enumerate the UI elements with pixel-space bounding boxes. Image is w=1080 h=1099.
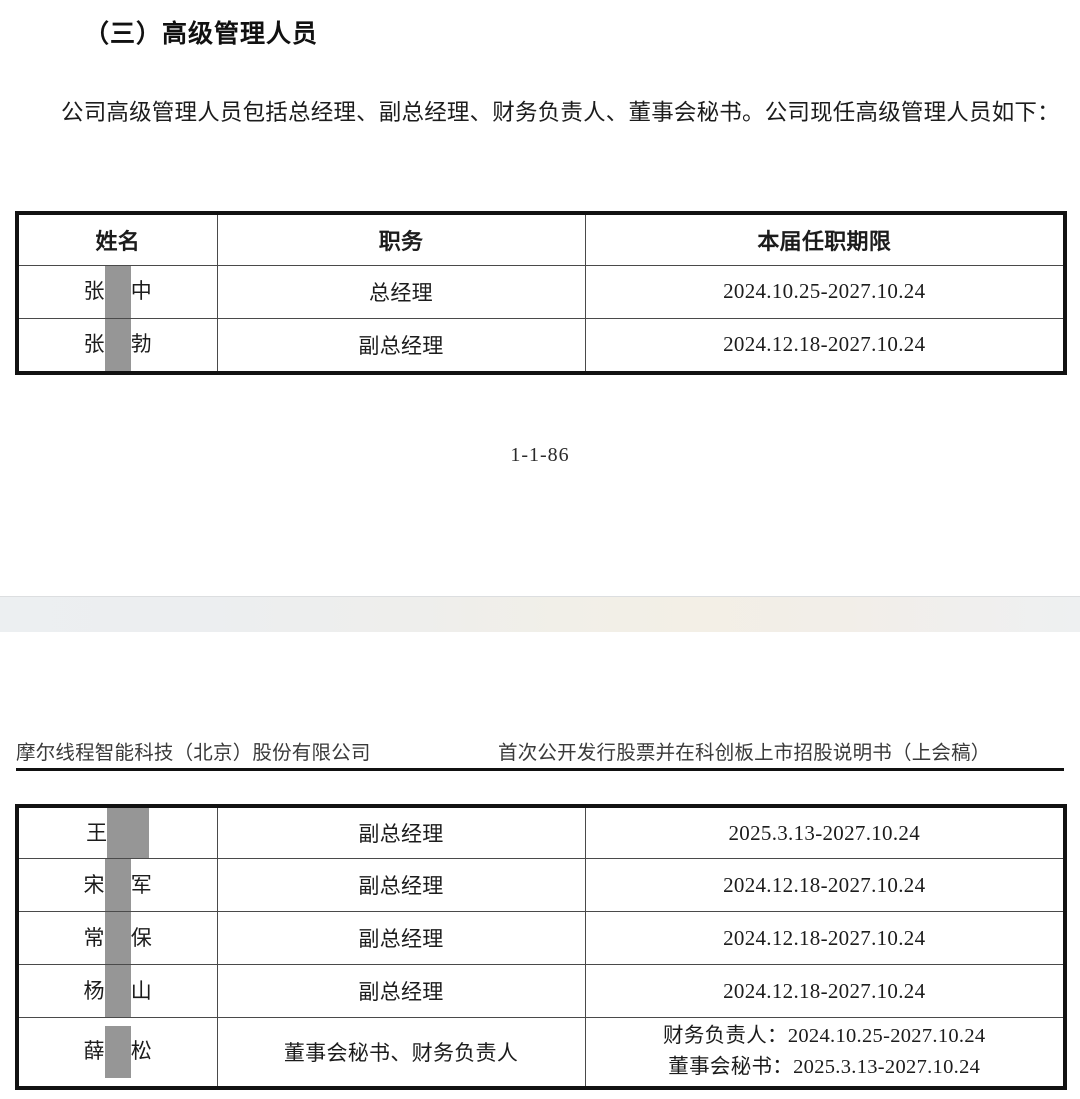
name-prefix: 常	[83, 925, 105, 950]
table-row: 宋 军 副总经理 2024.12.18-2027.10.24	[16, 858, 1066, 912]
cell-term: 2024.12.18-2027.10.24	[584, 964, 1066, 1018]
redaction-block	[104, 1025, 131, 1078]
redaction-block	[104, 965, 131, 1017]
cell-name: 宋 军	[16, 858, 218, 912]
cell-title: 总经理	[216, 264, 586, 319]
senior-management-table-page-1: 姓名 职务 本届任职期限 张 中 总经理 2024.10.25-2027.10.…	[15, 211, 1067, 375]
cell-term: 2024.12.18-2027.10.24	[584, 858, 1066, 912]
cell-name: 常 保	[16, 911, 218, 965]
name-prefix: 薛	[83, 1039, 105, 1064]
table-row: 薛 松 董事会秘书、财务负责人 财务负责人：2024.10.25-2027.10…	[16, 1017, 1066, 1088]
cell-name: 张 勃	[16, 317, 218, 373]
redaction-block	[104, 318, 131, 371]
name-prefix: 张	[83, 279, 105, 303]
redaction-block	[104, 912, 131, 964]
name-prefix: 王	[86, 820, 108, 845]
column-header-term: 本届任职期限	[584, 212, 1066, 266]
cell-term: 2025.3.13-2027.10.24	[584, 805, 1066, 859]
name-suffix: 保	[130, 925, 153, 950]
running-header-doc-title: 首次公开发行股票并在科创板上市招股说明书（上会稿）	[498, 743, 991, 764]
cell-title: 副总经理	[216, 911, 586, 965]
name-suffix: 松	[130, 1039, 153, 1064]
cell-term: 财务负责人：2024.10.25-2027.10.24 董事会秘书：2025.3…	[584, 1017, 1066, 1088]
table-row: 王 副总经理 2025.3.13-2027.10.24	[16, 805, 1066, 859]
redaction-block	[104, 265, 131, 318]
table-header-row: 姓名 职务 本届任职期限	[16, 212, 1066, 266]
column-header-title: 职务	[216, 212, 586, 266]
cell-name: 张 中	[16, 264, 218, 319]
cell-term: 2024.12.18-2027.10.24	[584, 911, 1066, 965]
name-prefix: 张	[83, 332, 105, 356]
header-divider-rule	[16, 768, 1064, 771]
name-suffix: 山	[130, 978, 153, 1003]
cell-title: 董事会秘书、财务负责人	[216, 1017, 586, 1088]
cell-title: 副总经理	[216, 805, 586, 859]
redaction-block	[104, 859, 131, 911]
table-row: 张 勃 副总经理 2024.12.18-2027.10.24	[16, 317, 1066, 373]
column-header-name: 姓名	[16, 212, 218, 266]
cell-name: 王	[16, 805, 218, 859]
cell-title: 副总经理	[216, 858, 586, 912]
name-suffix: 中	[130, 279, 153, 303]
table-row: 杨 山 副总经理 2024.12.18-2027.10.24	[16, 964, 1066, 1018]
name-prefix: 宋	[83, 872, 105, 897]
cell-title: 副总经理	[216, 317, 586, 373]
cell-term-line-2: 董事会秘书：2025.3.13-2027.10.24	[668, 1055, 981, 1078]
cell-term: 2024.10.25-2027.10.24	[584, 264, 1066, 319]
name-suffix: 勃	[130, 332, 153, 356]
cell-name: 杨 山	[16, 964, 218, 1018]
running-header-company: 摩尔线程智能科技（北京）股份有限公司	[16, 743, 371, 764]
name-prefix: 杨	[83, 978, 105, 1003]
body-paragraph: 公司高级管理人员包括总经理、副总经理、财务负责人、董事会秘书。公司现任高级管理人…	[61, 100, 1060, 125]
redaction-block	[107, 808, 150, 858]
senior-management-table-page-2: 王 副总经理 2025.3.13-2027.10.24 宋 军 副总经理	[15, 804, 1067, 1090]
cell-term-line-1: 财务负责人：2024.10.25-2027.10.24	[663, 1024, 986, 1047]
page-number: 1-1-86	[510, 444, 570, 466]
cell-term: 2024.12.18-2027.10.24	[584, 317, 1066, 373]
cell-name: 薛 松	[16, 1017, 218, 1088]
document-page-2: 摩尔线程智能科技（北京）股份有限公司 首次公开发行股票并在科创板上市招股说明书（…	[0, 632, 1080, 1099]
page-separator-band	[0, 596, 1080, 634]
document-page-1: （三）高级管理人员 公司高级管理人员包括总经理、副总经理、财务负责人、董事会秘书…	[15, 21, 1067, 466]
name-suffix: 军	[130, 872, 153, 897]
table-row: 张 中 总经理 2024.10.25-2027.10.24	[16, 264, 1066, 319]
table-row: 常 保 副总经理 2024.12.18-2027.10.24	[16, 911, 1066, 965]
section-heading: （三）高级管理人员	[84, 21, 319, 48]
cell-title: 副总经理	[216, 964, 586, 1018]
